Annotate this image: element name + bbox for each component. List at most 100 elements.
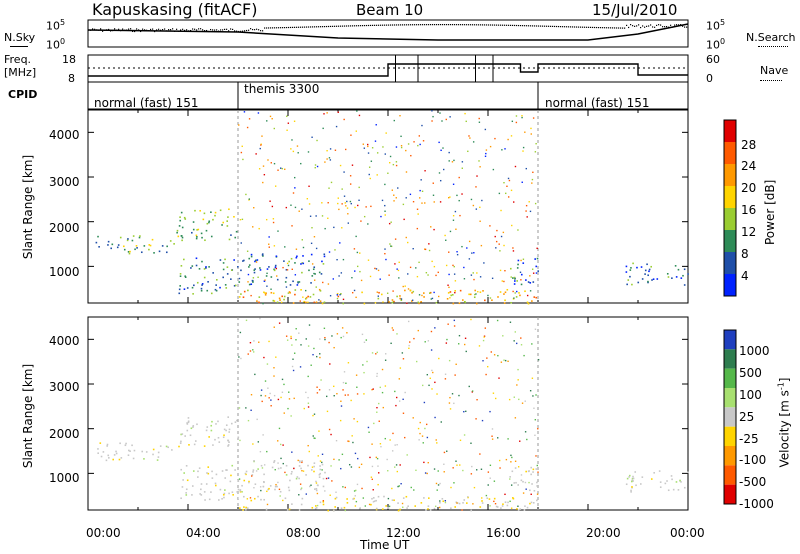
data-point bbox=[344, 202, 346, 204]
data-point bbox=[248, 118, 251, 120]
data-point bbox=[396, 444, 398, 446]
noise-point bbox=[616, 27, 618, 29]
data-point bbox=[228, 238, 231, 241]
data-point bbox=[281, 378, 284, 381]
noise-point bbox=[182, 28, 184, 30]
data-point bbox=[489, 505, 491, 507]
data-point bbox=[484, 299, 486, 302]
data-point bbox=[481, 502, 484, 504]
data-point bbox=[489, 297, 492, 299]
noise-point bbox=[632, 25, 634, 27]
data-point bbox=[262, 165, 265, 167]
data-point bbox=[629, 275, 631, 278]
data-point bbox=[498, 459, 501, 462]
data-point bbox=[252, 351, 255, 353]
data-point bbox=[465, 120, 467, 123]
data-point bbox=[400, 483, 402, 485]
data-point bbox=[201, 236, 203, 239]
data-point bbox=[290, 335, 292, 338]
data-point bbox=[400, 144, 403, 147]
data-point bbox=[273, 245, 276, 247]
data-point bbox=[291, 365, 294, 368]
data-point bbox=[279, 490, 282, 493]
noise-point bbox=[524, 25, 526, 27]
data-point bbox=[342, 486, 344, 488]
data-point bbox=[472, 141, 475, 143]
data-point bbox=[517, 263, 519, 266]
data-point bbox=[449, 408, 452, 410]
noise-point bbox=[486, 24, 488, 26]
noise-point bbox=[468, 24, 470, 26]
data-point bbox=[342, 298, 345, 301]
data-point bbox=[222, 493, 225, 496]
noise-point bbox=[618, 27, 620, 29]
data-point bbox=[341, 453, 344, 456]
noise-point bbox=[402, 24, 404, 26]
noise-point bbox=[610, 27, 612, 29]
data-point bbox=[426, 373, 429, 376]
data-point bbox=[349, 183, 352, 185]
data-point bbox=[212, 444, 214, 446]
data-point bbox=[421, 384, 424, 387]
data-point bbox=[184, 276, 187, 279]
power-cbar-tick: 8 bbox=[741, 247, 749, 261]
data-point bbox=[520, 479, 523, 482]
noise-point bbox=[674, 24, 676, 26]
data-point bbox=[470, 442, 472, 444]
data-point bbox=[349, 175, 352, 177]
data-point bbox=[386, 292, 389, 294]
data-point bbox=[318, 299, 320, 301]
noise-point bbox=[114, 28, 116, 30]
data-point bbox=[205, 267, 207, 269]
data-point bbox=[456, 251, 458, 253]
data-point bbox=[302, 246, 305, 249]
data-point bbox=[466, 502, 468, 504]
data-point bbox=[271, 118, 273, 120]
data-point bbox=[230, 422, 233, 425]
noise-point bbox=[576, 26, 578, 28]
noise-point bbox=[322, 26, 324, 28]
data-point bbox=[510, 135, 513, 137]
data-point bbox=[456, 502, 458, 504]
noise-point bbox=[266, 27, 268, 29]
data-point bbox=[315, 215, 317, 217]
data-point bbox=[222, 221, 225, 224]
data-point bbox=[412, 200, 415, 203]
data-point bbox=[161, 245, 164, 247]
data-point bbox=[365, 206, 367, 208]
noise-point bbox=[614, 27, 616, 29]
data-point bbox=[418, 135, 421, 137]
data-point bbox=[203, 491, 206, 493]
nsky-label: N.Sky bbox=[4, 31, 36, 44]
data-point bbox=[280, 167, 282, 169]
data-point bbox=[268, 243, 270, 245]
noise-point bbox=[450, 24, 452, 26]
data-point bbox=[385, 353, 387, 355]
data-point bbox=[532, 281, 535, 283]
data-point bbox=[286, 129, 288, 131]
data-point bbox=[446, 450, 448, 452]
data-point bbox=[452, 219, 455, 221]
data-point bbox=[148, 244, 151, 246]
data-point bbox=[210, 424, 213, 427]
nsearch-dots bbox=[758, 46, 788, 47]
noise-point bbox=[254, 29, 256, 31]
data-point bbox=[532, 117, 535, 119]
data-point bbox=[324, 227, 326, 230]
data-point bbox=[339, 419, 342, 422]
data-point bbox=[240, 151, 243, 154]
data-point bbox=[283, 383, 285, 386]
data-point bbox=[423, 497, 425, 499]
data-point bbox=[486, 357, 488, 359]
data-point bbox=[316, 492, 319, 495]
data-point bbox=[251, 279, 254, 282]
data-point bbox=[458, 334, 461, 337]
data-point bbox=[470, 509, 473, 512]
data-point bbox=[284, 168, 286, 171]
data-point bbox=[325, 477, 328, 480]
data-point bbox=[329, 148, 332, 150]
data-point bbox=[454, 374, 456, 376]
data-point bbox=[262, 255, 264, 257]
data-point bbox=[375, 456, 378, 459]
data-point bbox=[353, 497, 355, 500]
